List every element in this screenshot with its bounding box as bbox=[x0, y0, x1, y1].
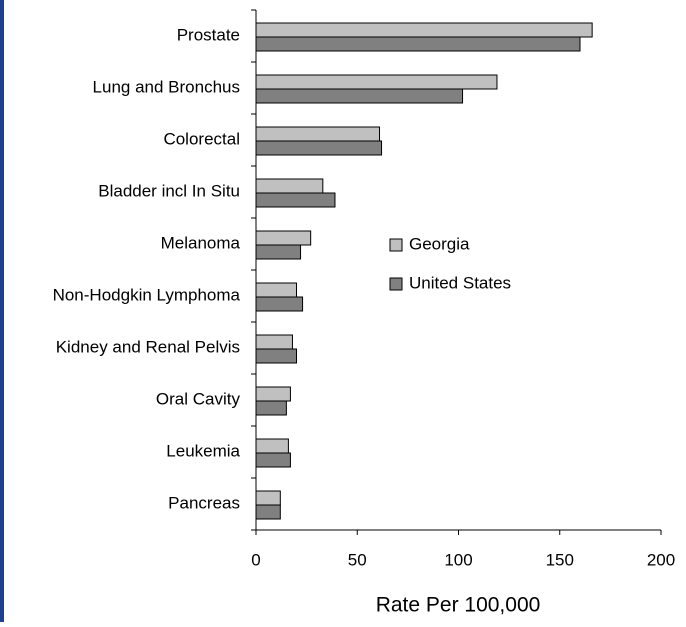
legend-label: Georgia bbox=[409, 234, 470, 253]
bar bbox=[255, 504, 281, 520]
bar bbox=[255, 230, 312, 246]
bar bbox=[255, 386, 291, 402]
y-tick-label: Leukemia bbox=[166, 441, 240, 460]
y-tick-label: Prostate bbox=[177, 25, 240, 44]
y-tick-label: Kidney and Renal Pelvis bbox=[56, 337, 240, 356]
y-tick-label: Bladder incl In Situ bbox=[98, 181, 240, 200]
y-tick-label: Colorectal bbox=[163, 129, 240, 148]
y-tick-label: Melanoma bbox=[161, 233, 241, 252]
legend-swatch bbox=[389, 238, 403, 252]
bar bbox=[255, 452, 291, 468]
bar bbox=[255, 140, 383, 156]
bar bbox=[255, 36, 581, 52]
x-tick-label: 200 bbox=[647, 550, 675, 569]
left-border bbox=[0, 0, 4, 622]
y-tick-label: Oral Cavity bbox=[156, 389, 241, 408]
bar bbox=[255, 348, 297, 364]
bar bbox=[255, 178, 324, 194]
bar bbox=[255, 244, 302, 260]
bar bbox=[255, 192, 336, 208]
bar bbox=[255, 74, 498, 90]
legend-label: United States bbox=[409, 273, 511, 292]
bar bbox=[255, 88, 464, 104]
y-tick-label: Non-Hodgkin Lymphoma bbox=[53, 285, 241, 304]
bar bbox=[255, 438, 289, 454]
x-tick-label: 0 bbox=[251, 550, 260, 569]
bar bbox=[255, 400, 287, 416]
x-tick-label: 100 bbox=[444, 550, 472, 569]
bar bbox=[255, 334, 293, 350]
bar bbox=[255, 22, 593, 38]
x-axis-title: Rate Per 100,000 bbox=[376, 594, 541, 617]
bar bbox=[255, 490, 281, 506]
bar bbox=[255, 126, 381, 142]
bar bbox=[255, 296, 304, 312]
bar bbox=[255, 282, 297, 298]
legend-swatch bbox=[389, 277, 403, 291]
x-tick-label: 50 bbox=[348, 550, 367, 569]
x-tick-label: 150 bbox=[546, 550, 574, 569]
y-tick-label: Pancreas bbox=[168, 493, 240, 512]
y-tick-label: Lung and Bronchus bbox=[93, 77, 240, 96]
